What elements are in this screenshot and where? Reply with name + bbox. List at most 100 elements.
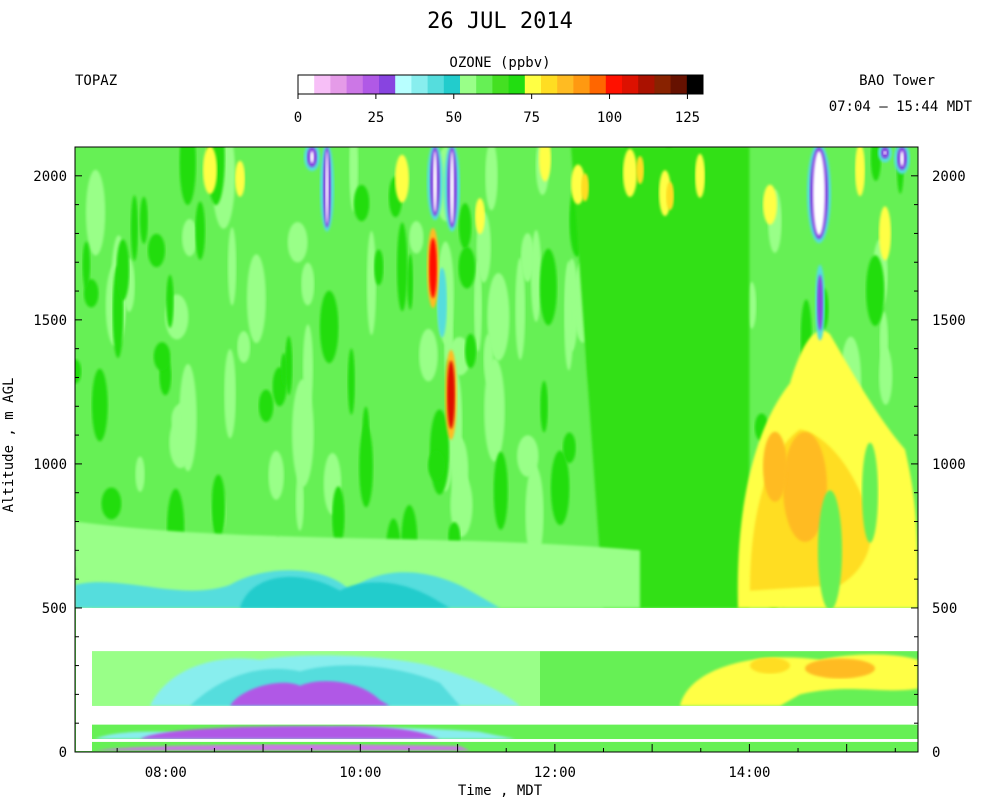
- ozone-patch: [475, 198, 485, 235]
- x-tick-label: 12:00: [534, 765, 576, 781]
- colorbar-swatch: [670, 75, 688, 94]
- colorbar-swatch: [605, 75, 623, 94]
- ozone-patch: [101, 487, 122, 520]
- tower-layer-orange: [750, 657, 790, 674]
- data-gap: [76, 705, 918, 725]
- ozone-plume-core: [763, 431, 787, 502]
- ozone-patch: [130, 195, 139, 261]
- ozone-patch: [695, 153, 705, 198]
- colorbar-swatch: [443, 75, 461, 94]
- colorbar-swatch: [330, 75, 348, 94]
- ozone-patch: [246, 254, 266, 344]
- plot-border: [74, 146, 919, 753]
- x-tick-label: 08:00: [145, 765, 187, 781]
- ozone-patch: [302, 324, 314, 412]
- ozone-patch: [458, 203, 472, 249]
- colorbar-swatch: [638, 75, 655, 94]
- ozone-spike: [447, 360, 455, 429]
- ozone-patch: [581, 173, 589, 202]
- y-tick-label: 0: [932, 745, 940, 761]
- colorbar-swatch: [524, 75, 542, 94]
- ozone-patch: [366, 230, 377, 336]
- instrument-label: TOPAZ: [75, 73, 117, 89]
- ozone-patch: [866, 255, 885, 326]
- colorbar-swatch: [492, 75, 510, 94]
- tower-layer-purple: [95, 744, 470, 751]
- y-axis-label: Altitude , m AGL: [1, 378, 17, 513]
- colorbar-swatch: [557, 75, 574, 94]
- y-tick-label: 0: [59, 745, 67, 761]
- ozone-cloud-artifact: [325, 151, 329, 224]
- ozone-patch: [237, 331, 251, 363]
- colorbar-tick-label: 100: [597, 110, 622, 126]
- tower-layer-purple: [230, 681, 390, 706]
- ozone-layer-low: [75, 521, 640, 608]
- ozone-patch: [280, 353, 288, 386]
- colorbar-swatch: [508, 75, 526, 94]
- colorbar-tick-label: 50: [445, 110, 462, 126]
- ozone-patch: [91, 368, 108, 442]
- ozone-patch: [539, 248, 557, 326]
- colorbar-swatch: [686, 75, 704, 94]
- ozone-patch: [301, 262, 315, 306]
- ozone-patch: [879, 347, 893, 405]
- ozone-patch: [397, 222, 408, 312]
- colorbar-swatch: [395, 75, 412, 94]
- ozone-patch: [623, 148, 637, 197]
- ozone-spike: [429, 238, 437, 298]
- colorbar-swatch: [362, 75, 380, 94]
- y-tick-label: 2000: [33, 169, 67, 185]
- ozone-patch: [450, 473, 473, 537]
- colorbar-swatch: [589, 75, 607, 94]
- colorbar-swatch: [346, 75, 364, 94]
- ozone-cloud-artifact: [900, 151, 904, 167]
- y-tick-label: 500: [932, 601, 957, 617]
- ozone-patch: [153, 342, 171, 371]
- colorbar-tick-label: 125: [675, 110, 700, 126]
- ozone-patch: [464, 333, 477, 369]
- y-tick-label: 1500: [932, 313, 966, 329]
- ozone-patch: [493, 451, 508, 530]
- ozone-patch: [539, 147, 551, 182]
- tower-layer-purple: [140, 725, 440, 740]
- ozone-patch: [332, 486, 345, 547]
- ozone-patch: [179, 147, 196, 206]
- ozone-patch: [540, 380, 548, 433]
- ozone-patch: [258, 389, 274, 423]
- colorbar-swatch: [379, 75, 396, 94]
- ozone-patch: [409, 221, 424, 254]
- ozone-patch: [395, 154, 409, 203]
- ozone-cloud-artifact: [437, 267, 447, 338]
- colorbar-tick-label: 75: [523, 110, 540, 126]
- ozone-patch: [147, 233, 166, 268]
- ozone-patch: [139, 196, 148, 244]
- colorbar-swatch: [460, 75, 477, 94]
- ozone-patch: [487, 272, 510, 361]
- ozone-patch: [166, 274, 174, 328]
- ozone-patch: [525, 465, 544, 562]
- ozone-patch: [862, 442, 878, 543]
- ozone-patch: [571, 147, 750, 608]
- chart-title: 26 JUL 2014: [427, 9, 573, 34]
- y-tick-label: 1000: [932, 457, 966, 473]
- ozone-patch: [195, 201, 206, 260]
- ozone-cloud-artifact: [433, 151, 437, 213]
- ozone-patch: [235, 160, 245, 197]
- ozone-patch: [562, 432, 576, 464]
- ozone-patch: [295, 471, 304, 531]
- ozone-patch: [564, 261, 574, 371]
- ozone-patch: [85, 169, 106, 256]
- ozone-patch: [374, 249, 384, 286]
- colorbar-tick-label: 25: [367, 110, 384, 126]
- x-axis-label: Time , MDT: [458, 783, 543, 799]
- colorbar-swatch: [654, 75, 672, 94]
- ozone-cloud-artifact: [883, 151, 887, 155]
- ozone-patch: [135, 456, 145, 492]
- ozone-patch: [515, 257, 526, 360]
- colorbar-swatch: [411, 75, 429, 94]
- tower-layer-orange: [805, 658, 875, 679]
- ozone-patch: [855, 147, 865, 197]
- time-range-label: 07:04 – 15:44 MDT: [829, 99, 973, 115]
- y-tick-label: 2000: [932, 169, 966, 185]
- y-tick-label: 500: [42, 601, 67, 617]
